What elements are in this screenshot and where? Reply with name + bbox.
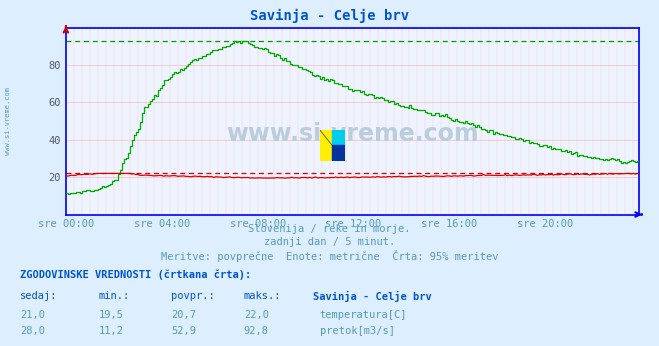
Text: sedaj:: sedaj: <box>20 291 57 301</box>
Text: www.si-vreme.com: www.si-vreme.com <box>5 87 11 155</box>
Text: 28,0: 28,0 <box>20 326 45 336</box>
Text: 20,7: 20,7 <box>171 310 196 320</box>
Text: Slovenija / reke in morje.: Slovenija / reke in morje. <box>248 224 411 234</box>
Text: Savinja - Celje brv: Savinja - Celje brv <box>250 9 409 23</box>
Text: min.:: min.: <box>99 291 130 301</box>
Text: 92,8: 92,8 <box>244 326 269 336</box>
Text: Meritve: povprečne  Enote: metrične  Črta: 95% meritev: Meritve: povprečne Enote: metrične Črta:… <box>161 250 498 262</box>
Text: 21,0: 21,0 <box>20 310 45 320</box>
Bar <box>332 130 345 145</box>
Text: 11,2: 11,2 <box>99 326 124 336</box>
Text: www.si-vreme.com: www.si-vreme.com <box>226 122 479 146</box>
Text: 52,9: 52,9 <box>171 326 196 336</box>
Text: pretok[m3/s]: pretok[m3/s] <box>320 326 395 336</box>
Text: 19,5: 19,5 <box>99 310 124 320</box>
Bar <box>320 130 332 161</box>
Text: temperatura[C]: temperatura[C] <box>320 310 407 320</box>
Text: Savinja - Celje brv: Savinja - Celje brv <box>313 291 432 302</box>
Bar <box>332 145 345 161</box>
Text: povpr.:: povpr.: <box>171 291 215 301</box>
Text: maks.:: maks.: <box>244 291 281 301</box>
Text: ZGODOVINSKE VREDNOSTI (črtkana črta):: ZGODOVINSKE VREDNOSTI (črtkana črta): <box>20 270 251 280</box>
Text: 22,0: 22,0 <box>244 310 269 320</box>
Text: zadnji dan / 5 minut.: zadnji dan / 5 minut. <box>264 237 395 247</box>
